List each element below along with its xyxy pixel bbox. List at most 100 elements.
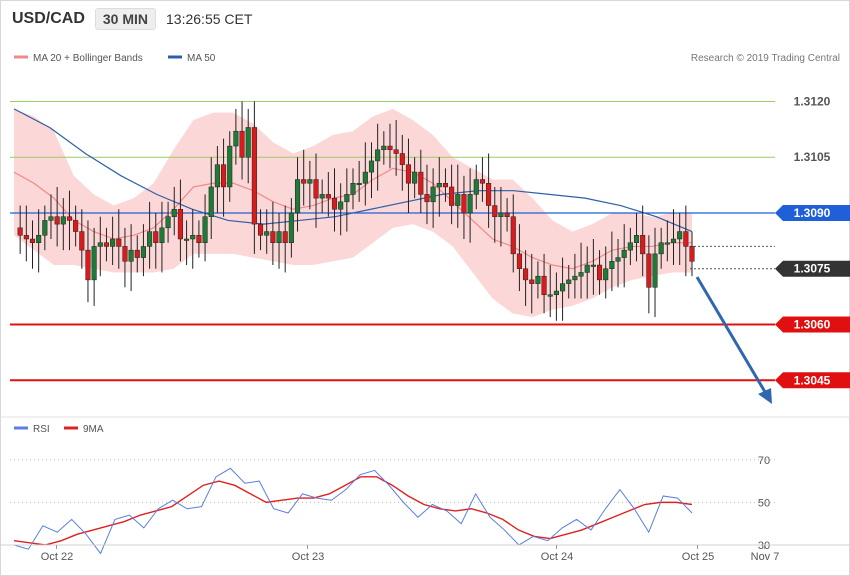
candle-body [214, 164, 220, 188]
legend-bollinger: MA 20 + Bollinger Bands [33, 53, 143, 64]
candle-body [424, 194, 430, 203]
candle-body [689, 246, 695, 262]
candle-body [23, 235, 29, 240]
candle-body [73, 220, 79, 232]
current-price-tag [775, 260, 850, 277]
candle-body [134, 249, 140, 258]
candle-body [683, 231, 689, 247]
candle-body [48, 216, 54, 221]
candle-body [596, 264, 603, 281]
price-tags: 1.3120 1.3105 1.3090 1.3075 1.3060 1.3045 [775, 94, 850, 389]
candle-body [110, 238, 116, 247]
rsi-tick-50: 50 [758, 497, 770, 509]
candle-body [171, 209, 177, 217]
pivot-label: 1.3090 [794, 206, 831, 220]
x-tick-label: Oct 25 [682, 551, 714, 563]
support-2-tag [775, 372, 850, 389]
candle-body [140, 246, 146, 258]
candle-body [590, 264, 596, 267]
rsi-line [13, 467, 693, 555]
candle-body [560, 283, 566, 292]
candle-body [393, 149, 399, 154]
forecast-arrow-line [695, 276, 770, 398]
x-tick-label: Oct 23 [292, 551, 324, 563]
candle-body [652, 253, 658, 288]
candle-body [664, 242, 670, 245]
candle-body [615, 257, 621, 262]
candle-body [356, 182, 362, 185]
candle-body [36, 235, 42, 243]
candle-body [91, 246, 97, 281]
candle-body [516, 253, 522, 269]
candle-body [331, 197, 338, 210]
candle-body [418, 171, 424, 195]
candle-body [529, 279, 535, 284]
candle-body [473, 179, 479, 195]
candle-body [294, 179, 301, 214]
credit-text: Research © 2019 Trading Central [691, 53, 840, 64]
candle-body [301, 179, 307, 184]
candle-body [627, 242, 633, 251]
candle-body [436, 182, 442, 188]
candle-body [541, 275, 547, 296]
candle-body [233, 130, 239, 147]
candle-body [646, 253, 652, 288]
candle-body [609, 261, 615, 269]
candle-body [66, 216, 73, 221]
candle-body [381, 145, 387, 151]
candle-body [97, 242, 103, 247]
candle-body [578, 272, 584, 277]
candle-body [177, 209, 183, 240]
candle-body [553, 290, 559, 296]
forecast-arrow [695, 276, 772, 404]
current-price-label: 1.3075 [794, 262, 831, 276]
candle-body [190, 235, 196, 240]
candle-body [325, 194, 331, 199]
candle-body [79, 231, 85, 251]
candle-body [116, 238, 122, 247]
level-lines [10, 100, 775, 382]
candle-body [344, 194, 350, 203]
symbol-title: USD/CAD [12, 10, 85, 27]
candle-body [350, 182, 356, 195]
candle-body [368, 160, 375, 173]
candle-body [566, 279, 572, 284]
candle-body [128, 249, 134, 262]
candle-body [17, 227, 23, 236]
candle-body [122, 246, 128, 262]
candle-body [455, 194, 461, 206]
candle-body [196, 235, 202, 243]
ma50-line [13, 108, 693, 233]
candle-body [54, 216, 60, 225]
resistance-label-1: 1.3120 [794, 94, 831, 108]
candle-body [245, 127, 251, 158]
timeframe-badge[interactable]: 30 MIN [94, 8, 157, 30]
x-tick-label: Nov 7 [751, 551, 780, 563]
chart-header: USD/CAD 30 MIN 13:26:55 CET [12, 6, 252, 32]
candle-body [584, 264, 590, 273]
candle-body [103, 242, 110, 247]
candle-body [313, 179, 319, 199]
candle-body [658, 242, 664, 255]
candle-body [523, 268, 529, 281]
candle-body [670, 238, 677, 243]
candle-body [479, 179, 485, 184]
candle-body [442, 182, 449, 188]
candle-body [147, 231, 153, 247]
candle-body [153, 231, 159, 243]
candle-body [85, 249, 91, 281]
candle-body [307, 179, 313, 184]
support-1-label: 1.3060 [794, 318, 831, 332]
candle-body [572, 275, 578, 281]
candle-body [221, 164, 227, 188]
legend-ma50: MA 50 [187, 53, 216, 64]
candle-body [29, 238, 36, 243]
candlesticks [17, 101, 695, 321]
candle-body [677, 231, 683, 240]
pivot-tag [775, 204, 850, 221]
candle-body [159, 227, 165, 243]
legend-rsi: RSI [33, 424, 50, 435]
candle-body [547, 294, 553, 297]
candle-body [282, 231, 288, 243]
